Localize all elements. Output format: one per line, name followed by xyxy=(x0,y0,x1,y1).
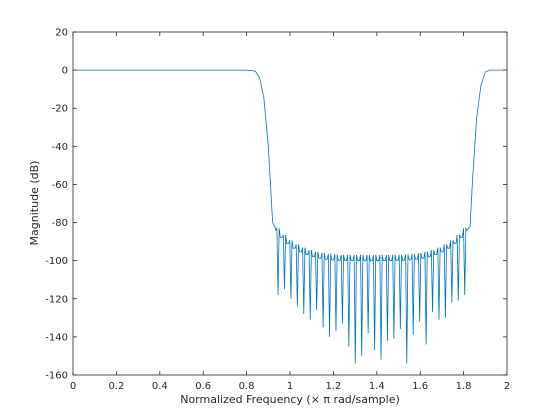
y-tick-label: 20 xyxy=(55,28,68,39)
y-tick-label: -140 xyxy=(45,332,68,343)
magnitude-response-line xyxy=(73,69,507,364)
plot-area xyxy=(72,31,508,376)
x-tick-label: 2 xyxy=(504,381,510,392)
y-axis-label: Magnitude (dB) xyxy=(28,161,41,246)
y-tick-label: -80 xyxy=(52,218,68,229)
x-tick-label: 0.4 xyxy=(152,381,168,392)
y-tick-label: -100 xyxy=(45,256,68,267)
y-tick-label: 0 xyxy=(62,66,68,77)
y-tick-label: -120 xyxy=(45,294,68,305)
x-tick-label: 1.4 xyxy=(369,381,385,392)
y-axis-ticks: 20 0 -20 -40 -60 -80 -100 -120 -140 -160 xyxy=(45,28,507,382)
x-tick-label: 0.2 xyxy=(108,381,124,392)
x-tick-label: 0.8 xyxy=(239,381,255,392)
x-tick-label: 0.6 xyxy=(195,381,211,392)
y-tick-label: -20 xyxy=(52,104,68,115)
x-tick-label: 1.2 xyxy=(325,381,341,392)
axes-box xyxy=(72,31,508,376)
x-tick-label: 1.6 xyxy=(412,381,428,392)
x-tick-label: 0 xyxy=(70,381,76,392)
y-tick-label: -40 xyxy=(52,142,68,153)
x-tick-label: 1 xyxy=(287,381,293,392)
x-axis-label: Normalized Frequency (× π rad/sample) xyxy=(180,393,400,406)
y-tick-label: -60 xyxy=(52,180,68,191)
x-axis-ticks: 0 0.2 0.4 0.6 0.8 1 1.2 1.4 1.6 1.8 2 xyxy=(70,32,510,392)
x-tick-label: 1.8 xyxy=(456,381,472,392)
y-tick-label: -160 xyxy=(45,371,68,382)
